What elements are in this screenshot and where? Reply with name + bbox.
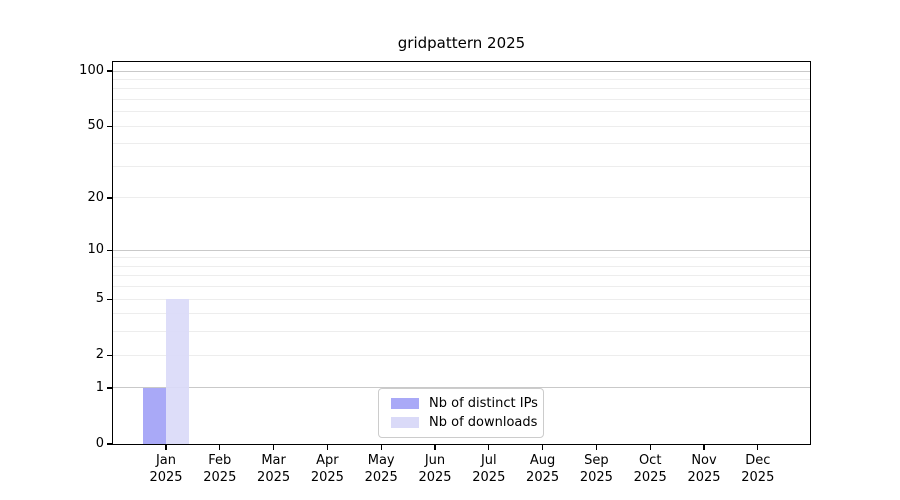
y-tick-label: 2: [95, 347, 104, 363]
minor-gridline: [113, 298, 810, 300]
major-gridline: [113, 70, 810, 72]
legend-swatch: [391, 417, 419, 428]
y-tick-mark: [107, 387, 113, 389]
legend: Nb of distinct IPs Nb of downloads: [378, 388, 544, 438]
x-tick-month: Jun: [424, 453, 446, 468]
y-tick-label: 10: [87, 242, 104, 258]
x-tick-month: May: [367, 453, 395, 468]
x-tick-label: Nov 2025: [676, 452, 732, 486]
x-tick-mark: [434, 444, 436, 450]
minor-gridline: [113, 125, 810, 127]
minor-gridline: [113, 257, 810, 259]
minor-gridline: [113, 98, 810, 100]
x-tick-year: 2025: [579, 470, 613, 485]
y-tick-label: 1: [95, 379, 104, 395]
y-tick-mark: [107, 354, 113, 356]
x-tick-year: 2025: [149, 470, 183, 485]
y-tick-label: 0: [95, 436, 104, 451]
x-tick-mark: [542, 444, 544, 450]
legend-swatch: [391, 398, 419, 409]
y-tick-mark: [107, 298, 113, 300]
x-tick-label: Jul 2025: [461, 452, 517, 486]
minor-gridline: [113, 313, 810, 315]
x-tick-month: Feb: [208, 453, 232, 468]
y-tick-mark: [107, 443, 113, 445]
x-tick-year: 2025: [364, 470, 398, 485]
y-tick-mark: [107, 197, 113, 199]
x-tick-month: Jul: [480, 453, 497, 468]
chart-title: gridpattern 2025: [397, 34, 526, 52]
bar-downloads: [166, 299, 189, 444]
legend-label: Nb of downloads: [429, 415, 538, 430]
x-tick-month: Sep: [584, 453, 609, 468]
x-tick-label: Jun 2025: [407, 452, 463, 486]
major-gridline: [113, 249, 810, 251]
x-tick-mark: [326, 444, 328, 450]
x-tick-mark: [649, 444, 651, 450]
minor-gridline: [113, 275, 810, 277]
y-tick-label: 20: [87, 189, 104, 205]
x-tick-month: Mar: [261, 453, 286, 468]
minor-gridline: [113, 354, 810, 356]
y-tick-mark: [107, 125, 113, 127]
legend-label: Nb of distinct IPs: [429, 396, 538, 411]
y-tick-label: 5: [95, 291, 104, 307]
x-tick-month: Dec: [745, 453, 771, 468]
bar-distinct-ips: [143, 387, 166, 444]
y-tick-label: 100: [79, 63, 104, 78]
minor-gridline: [113, 143, 810, 145]
x-tick-label: Mar 2025: [246, 452, 302, 486]
x-tick-mark: [488, 444, 490, 450]
x-tick-label: Dec 2025: [730, 452, 786, 486]
minor-gridline: [113, 197, 810, 199]
x-tick-mark: [219, 444, 221, 450]
x-tick-year: 2025: [418, 470, 452, 485]
x-tick-year: 2025: [526, 470, 560, 485]
x-tick-year: 2025: [310, 470, 344, 485]
x-tick-month: Nov: [691, 453, 717, 468]
x-tick-year: 2025: [741, 470, 775, 485]
minor-gridline: [113, 111, 810, 113]
x-tick-label: Sep 2025: [568, 452, 624, 486]
legend-row: Nb of downloads: [387, 413, 538, 432]
x-tick-mark: [380, 444, 382, 450]
x-tick-mark: [273, 444, 275, 450]
minor-gridline: [113, 165, 810, 167]
minor-gridline: [113, 78, 810, 80]
y-tick-mark: [107, 70, 113, 72]
x-tick-year: 2025: [472, 470, 506, 485]
y-tick-mark: [107, 249, 113, 251]
x-tick-month: Jan: [155, 453, 177, 468]
minor-gridline: [113, 88, 810, 90]
x-tick-mark: [165, 444, 167, 450]
x-tick-label: Aug 2025: [515, 452, 571, 486]
x-tick-month: Aug: [529, 453, 556, 468]
major-gridline: [113, 387, 810, 389]
x-tick-label: Feb 2025: [192, 452, 248, 486]
x-tick-month: Apr: [316, 453, 339, 468]
x-tick-mark: [703, 444, 705, 450]
legend-row: Nb of distinct IPs: [387, 394, 538, 413]
x-tick-year: 2025: [257, 470, 291, 485]
x-tick-mark: [595, 444, 597, 450]
x-tick-label: May 2025: [353, 452, 409, 486]
x-tick-mark: [757, 444, 759, 450]
x-tick-label: Oct 2025: [622, 452, 678, 486]
x-tick-month: Oct: [638, 453, 662, 468]
y-tick-label: 50: [87, 118, 104, 134]
minor-gridline: [113, 286, 810, 288]
x-tick-year: 2025: [633, 470, 667, 485]
minor-gridline: [113, 265, 810, 267]
x-tick-year: 2025: [203, 470, 237, 485]
x-tick-year: 2025: [687, 470, 721, 485]
x-tick-label: Apr 2025: [299, 452, 355, 486]
x-tick-label: Jan 2025: [138, 452, 194, 486]
minor-gridline: [113, 331, 810, 333]
